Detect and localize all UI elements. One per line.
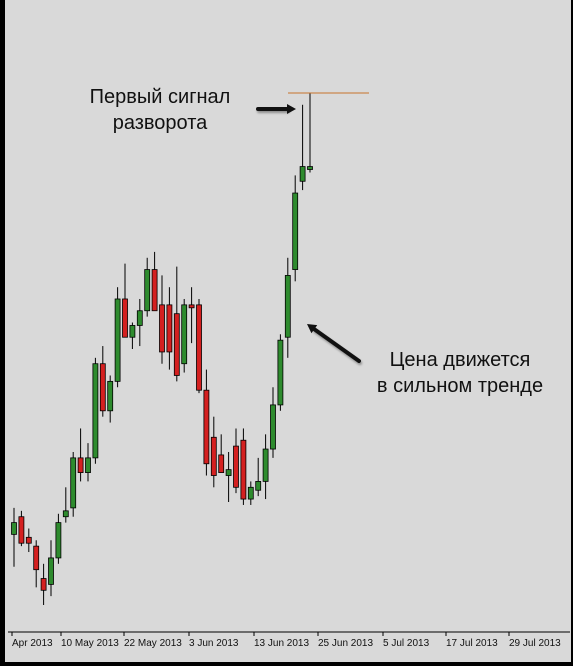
candle-body-up [225,469,232,476]
candle-body-up [107,380,114,412]
candle-body-up [181,304,188,365]
candle-body-down [203,389,210,465]
candle-body-up [299,166,306,182]
candle-body-down [159,304,165,353]
candle-body-up [284,275,291,338]
x-tick-label: 5 Jul 2013 [383,638,430,649]
x-tick-label: 22 May 2013 [124,638,182,649]
x-axis-ticks: Apr 2013 10 May 2013 22 May 2013 3 Jun 2013… [11,632,561,649]
candle-body-down [33,545,40,571]
candle-body-down [173,313,180,376]
candle-body-up [48,557,54,585]
candle-body-up [55,522,62,559]
candle-body-down [188,304,195,309]
candle-body-down [122,298,128,338]
annotation-trend-line-1: Цена движется [389,349,531,371]
candle-body-down [18,516,25,544]
arrow-reversal-signal [256,104,296,114]
x-tick-label: 17 Jul 2013 [446,638,498,649]
candle-body-up [307,166,313,170]
candle-body-up [262,448,269,482]
candle-body-up [247,486,254,500]
x-tick-label: 10 May 2013 [61,638,119,649]
annotation-trend-line-2: в сильном тренде [376,375,544,397]
candle-body-down [233,445,239,488]
annotation-strong-trend: Цена движется в сильном тренде [355,347,565,399]
annotation-reversal-line-2: разворота [112,112,208,134]
annotation-reversal-signal: Первый сигнал разворота [60,84,260,136]
candle-body-down [210,436,217,476]
candle-body-up [277,339,284,406]
annotation-reversal-line-1: Первый сигнал [89,86,231,108]
candle-body-up [85,457,91,473]
candle-body-up [62,510,69,518]
annotation-arrows [256,104,361,363]
candle-body-up [70,457,77,509]
candle-body-up [136,310,143,326]
candle-body-up [270,404,276,450]
candle-body-down [240,439,247,500]
candle-body-up [114,298,121,382]
candle-body-down [218,454,225,473]
candle-body-down [40,578,47,591]
x-tick-label: Apr 2013 [12,638,53,649]
candle-body-down [99,363,106,412]
candle-body-down [166,304,173,353]
candle-body-down [196,304,202,391]
x-tick-label: 3 Jun 2013 [189,638,239,649]
candle-body-down [77,457,84,473]
x-tick-label: 25 Jun 2013 [318,638,373,649]
candle-body-up [92,363,99,459]
x-tick-label: 29 Jul 2013 [509,638,561,649]
arrow-strong-trend [307,324,361,363]
candle-body-up [129,325,136,338]
candle-body-up [11,522,17,535]
candle-body-up [144,269,151,312]
candle-body-down [151,269,158,312]
candle-body-down [25,536,32,544]
candle-body-up [292,192,299,270]
candles-layer [11,93,313,605]
x-tick-label: 13 Jun 2013 [254,638,309,649]
candle-body-up [255,481,262,491]
